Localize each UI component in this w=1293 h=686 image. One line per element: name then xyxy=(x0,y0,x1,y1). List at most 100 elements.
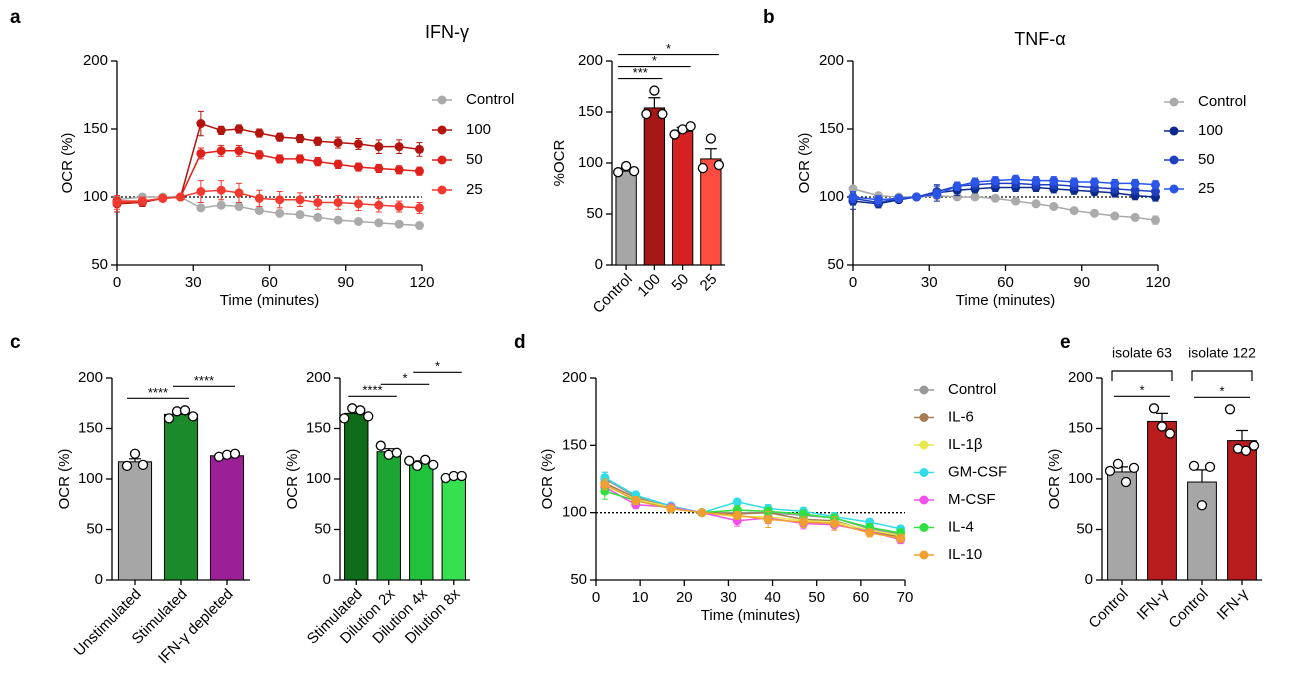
replicate-point xyxy=(129,448,141,459)
legend-label: Control xyxy=(948,381,996,398)
data-point xyxy=(333,197,343,207)
y-tick-label: 0 xyxy=(323,571,331,588)
x-tick-label: Control xyxy=(1165,586,1211,632)
data-point xyxy=(631,496,641,506)
data-point xyxy=(1031,199,1041,209)
y-tick-label: 200 xyxy=(306,369,331,386)
legend-marker xyxy=(919,385,929,395)
group-bracket xyxy=(1111,370,1173,381)
x-tick-label: 60 xyxy=(853,589,870,606)
panel-letter: d xyxy=(514,332,526,353)
data-point xyxy=(414,221,424,231)
legend-label: GM-CSF xyxy=(948,463,1007,480)
panel-letter: c xyxy=(10,332,21,353)
bar xyxy=(1227,440,1257,581)
data-point xyxy=(275,195,285,205)
legend-marker xyxy=(919,468,929,477)
replicate-point xyxy=(1148,403,1160,414)
data-point xyxy=(254,193,264,203)
y-tick-label: 150 xyxy=(306,419,331,436)
data-point xyxy=(254,206,264,216)
x-tick-label: 70 xyxy=(897,589,914,606)
x-axis-label: Time (minutes) xyxy=(701,607,800,624)
data-point xyxy=(333,138,343,148)
replicate-point xyxy=(428,459,439,471)
legend-label: IL-10 xyxy=(948,546,982,563)
replicate-point xyxy=(669,129,680,140)
data-point xyxy=(176,192,186,202)
data-point xyxy=(666,504,676,514)
data-point xyxy=(697,508,707,518)
data-point xyxy=(158,193,168,203)
y-tick-label: 100 xyxy=(1068,470,1093,487)
data-point xyxy=(896,533,906,543)
legend-marker xyxy=(1169,155,1179,165)
x-tick-label: 90 xyxy=(1073,274,1090,291)
data-point xyxy=(313,212,323,222)
y-axis-label: OCR (%) xyxy=(796,133,813,194)
data-point xyxy=(374,142,384,152)
data-point xyxy=(275,154,285,164)
y-axis-label: OCR (%) xyxy=(539,449,556,510)
data-point xyxy=(394,219,404,229)
legend-label: IL-6 xyxy=(948,408,974,425)
significance-label: **** xyxy=(194,373,214,388)
significance-label: *** xyxy=(633,65,648,80)
y-tick-label: 200 xyxy=(78,369,103,386)
series-line xyxy=(116,122,420,205)
replicate-point xyxy=(1188,460,1200,472)
y-tick-label: 150 xyxy=(83,120,108,137)
legend-label: Control xyxy=(466,91,514,108)
replicate-point xyxy=(1204,461,1216,473)
y-axis-label: OCR (%) xyxy=(284,449,301,510)
data-point xyxy=(234,124,244,134)
x-tick-label: 0 xyxy=(592,589,600,606)
replicate-point xyxy=(412,460,423,472)
data-point xyxy=(333,215,343,225)
y-tick-label: 0 xyxy=(1085,571,1093,588)
data-point xyxy=(196,203,206,213)
replicate-point xyxy=(375,440,386,451)
replicate-point xyxy=(1164,428,1176,439)
legend-label: IL-1β xyxy=(948,436,983,453)
data-point xyxy=(295,154,305,164)
significance-label: **** xyxy=(362,383,382,398)
data-point xyxy=(374,200,384,210)
legend-marker xyxy=(437,155,447,165)
legend-label: 100 xyxy=(466,121,491,138)
replicate-point xyxy=(121,460,133,472)
replicate-point xyxy=(697,162,709,174)
data-point xyxy=(732,497,742,507)
replicate-point xyxy=(657,108,668,120)
y-tick-label: 50 xyxy=(586,205,603,222)
data-point xyxy=(600,479,610,489)
significance-label: * xyxy=(666,41,671,56)
x-tick-label: 30 xyxy=(185,274,202,291)
replicate-point xyxy=(1120,476,1132,488)
x-tick-label: 30 xyxy=(921,274,938,291)
data-point xyxy=(912,192,922,202)
group-label: isolate 122 xyxy=(1188,345,1256,361)
error-bar xyxy=(1196,469,1208,483)
replicate-point xyxy=(713,159,725,171)
data-point xyxy=(295,210,305,220)
replicate-point xyxy=(420,454,431,465)
data-point xyxy=(1130,178,1140,188)
series xyxy=(600,477,906,542)
data-point xyxy=(353,216,363,226)
significance-label: * xyxy=(435,359,440,374)
series xyxy=(848,174,1160,205)
data-point xyxy=(990,176,1000,186)
data-point xyxy=(216,146,226,156)
replicate-point xyxy=(1240,445,1252,456)
data-point xyxy=(196,187,206,197)
y-tick-label: 50 xyxy=(827,256,844,273)
data-point xyxy=(313,197,323,207)
bar xyxy=(344,412,369,581)
data-point xyxy=(798,517,808,527)
legend-label: Control xyxy=(1198,93,1246,110)
significance-label: * xyxy=(402,371,407,386)
data-point xyxy=(1150,215,1160,225)
data-point xyxy=(1049,176,1059,186)
replicate-point xyxy=(355,405,366,416)
